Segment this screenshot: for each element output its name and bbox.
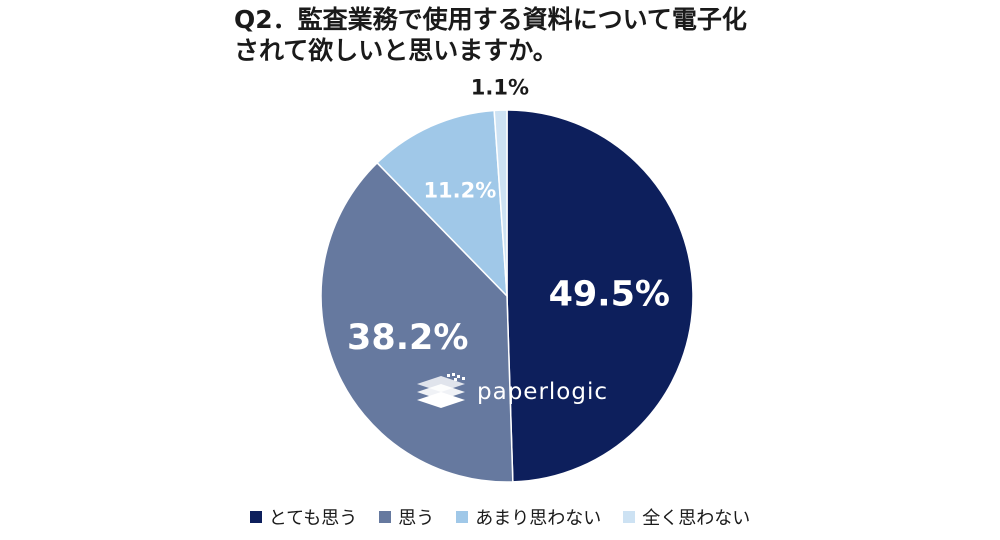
legend-item-1: とても思う — [249, 504, 358, 530]
legend-swatch-1 — [249, 511, 262, 523]
pie-slice-3 — [376, 109, 508, 298]
legend-label-4: 全く思わない — [642, 508, 751, 529]
legend-label-3: あまり思わない — [475, 508, 602, 529]
data-label-4: 1.1% — [471, 76, 529, 100]
pie-slice-2 — [320, 161, 514, 483]
legend-item-2: 思う — [379, 504, 434, 530]
legend-label-2: 思う — [398, 508, 435, 529]
chart-title: Q2．監査業務で使用する資料について電子化 されて欲しいと思いますか。 — [234, 4, 854, 66]
pie-slice-1 — [506, 109, 694, 483]
data-label-3: 11.2% — [423, 179, 496, 203]
legend-swatch-2 — [379, 511, 392, 523]
pie-slice-4 — [493, 109, 508, 297]
data-label-2: 38.2% — [347, 318, 468, 358]
chart-legend: とても思う 思う あまり思わない 全く思わない — [0, 504, 1000, 530]
legend-label-1: とても思う — [268, 508, 358, 529]
paperlogic-logo-icon — [417, 373, 465, 408]
legend-swatch-4 — [623, 511, 636, 523]
data-label-1: 49.5% — [549, 274, 670, 314]
legend-swatch-3 — [456, 511, 469, 523]
chart-title-line-1: Q2．監査業務で使用する資料について電子化 — [234, 5, 747, 34]
paperlogic-logo: paperlogic — [413, 372, 608, 412]
legend-item-4: 全く思わない — [623, 504, 750, 530]
legend-item-3: あまり思わない — [456, 504, 601, 530]
paperlogic-logo-text: paperlogic — [477, 379, 608, 405]
chart-title-line-2: されて欲しいと思いますか。 — [234, 36, 558, 65]
